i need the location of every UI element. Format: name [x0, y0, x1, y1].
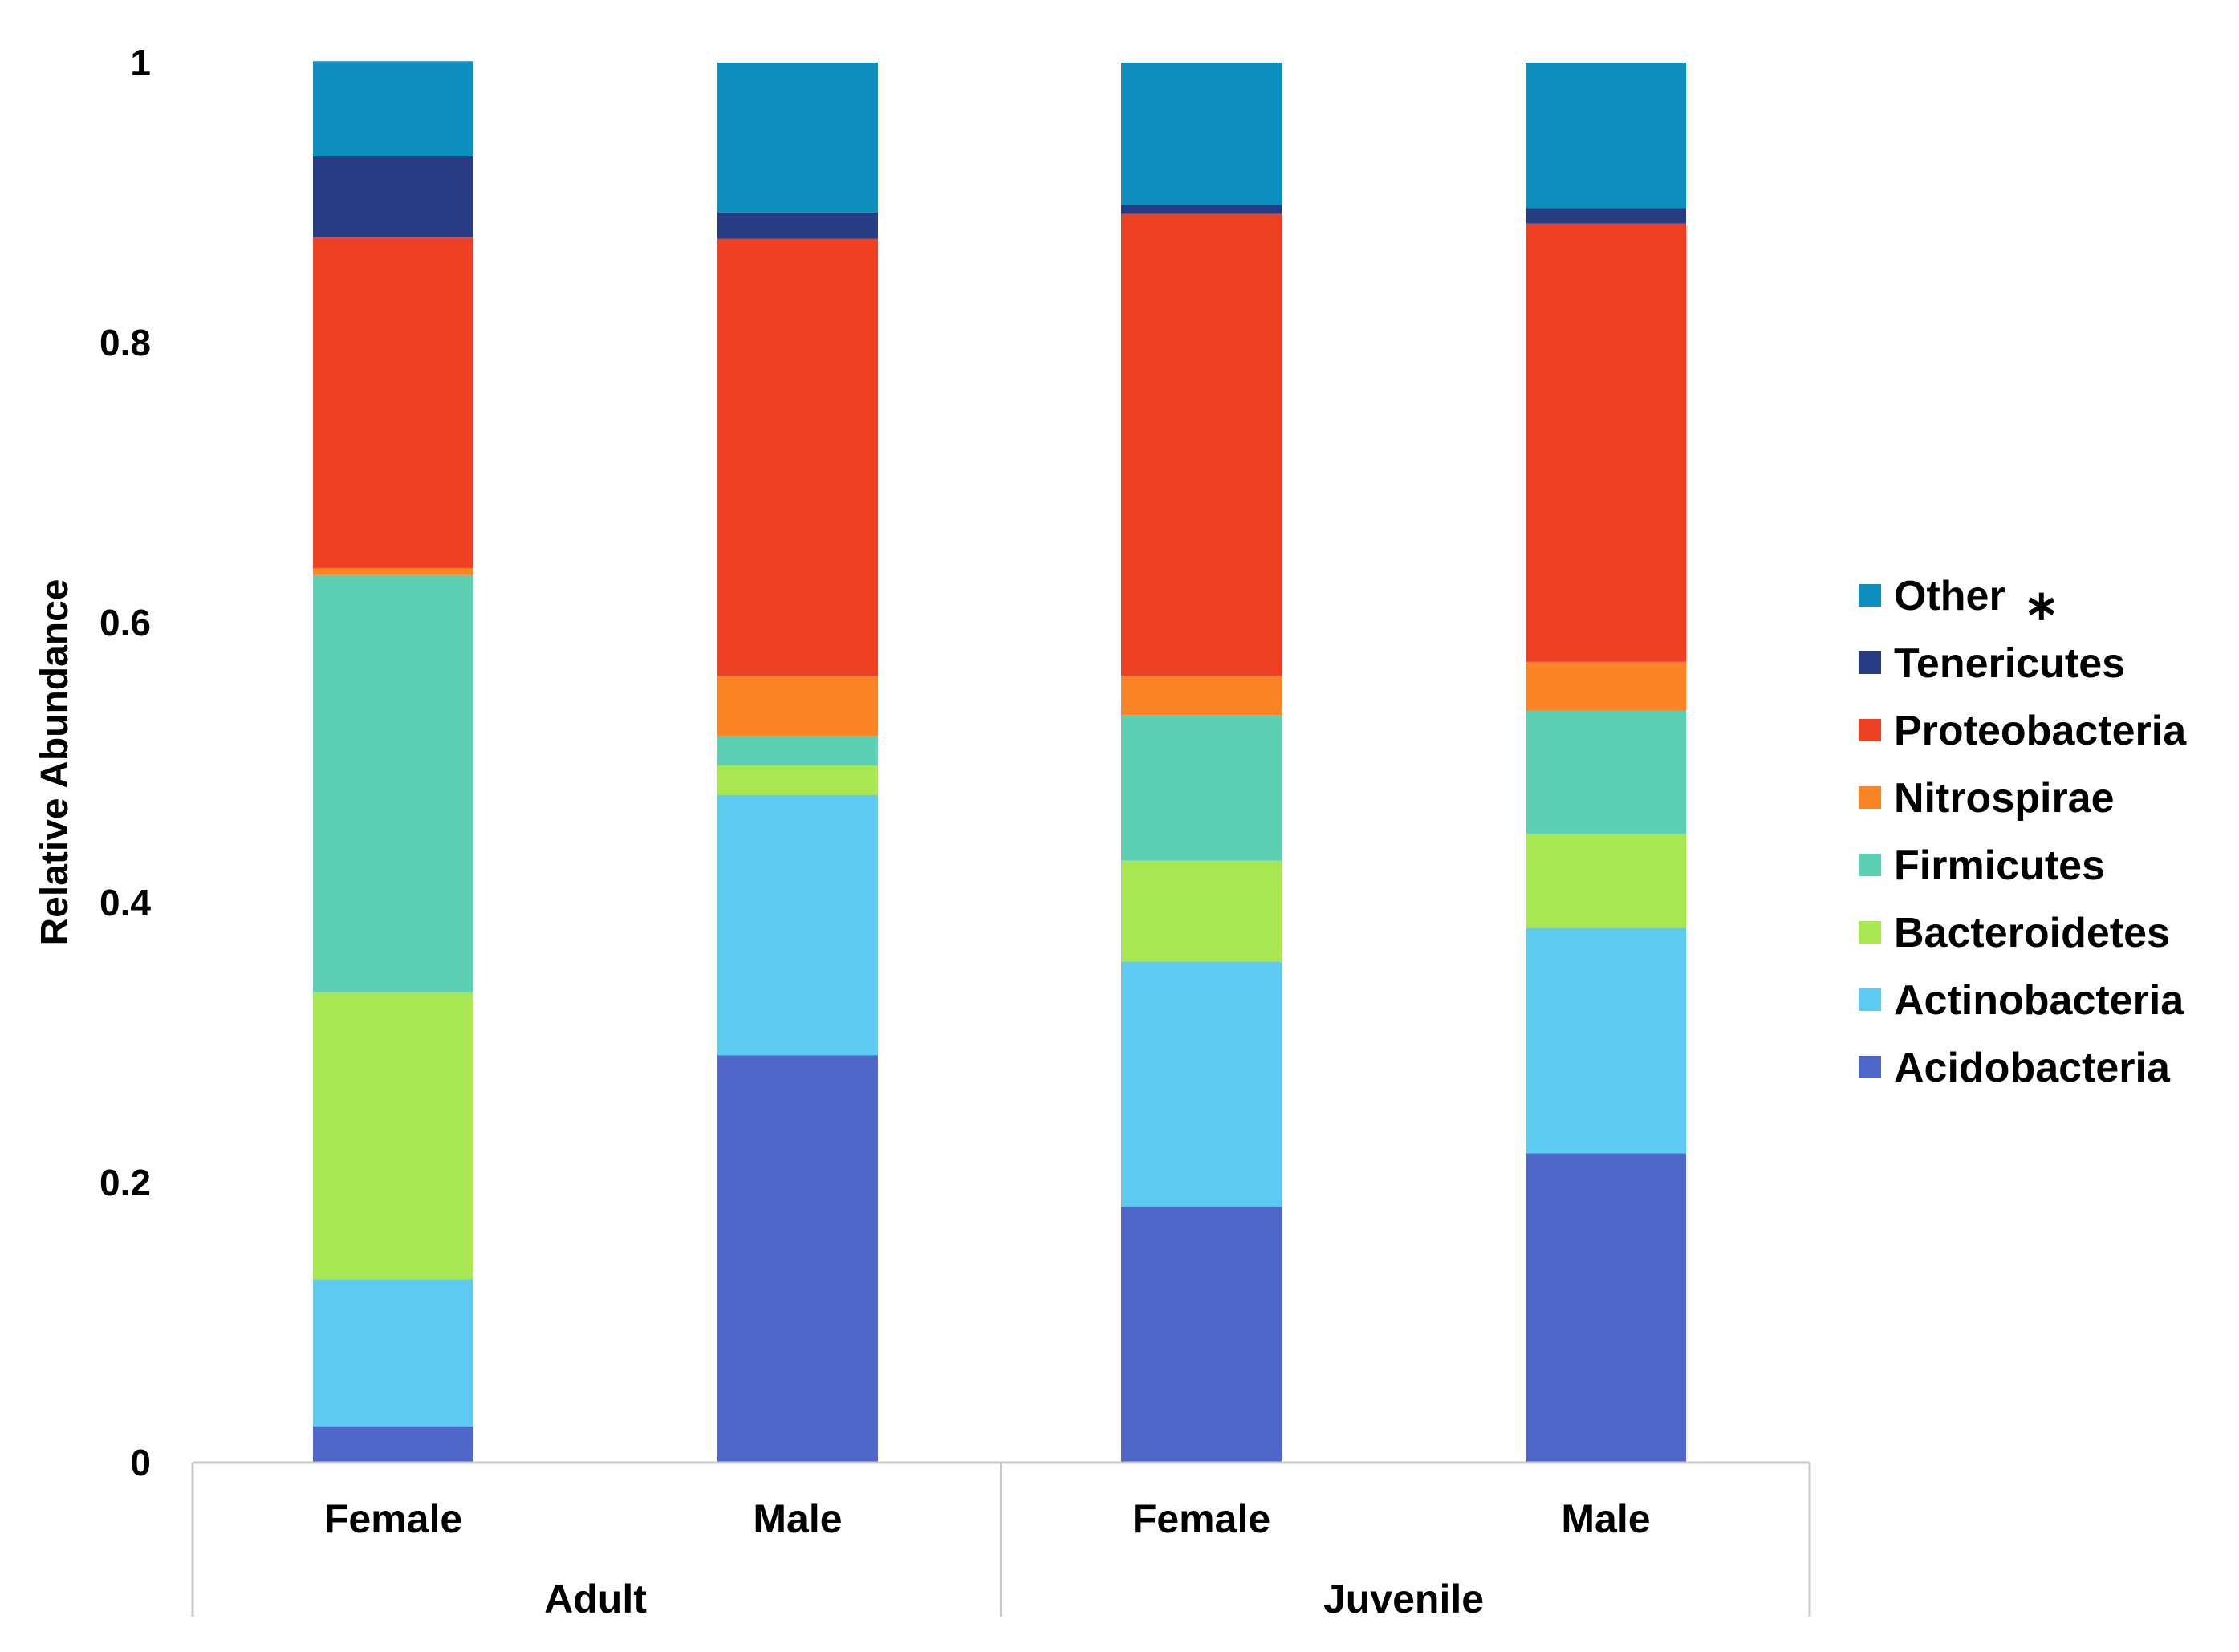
category-label-2: Male	[753, 1496, 842, 1541]
category-axis: Female Male Female Male Adult Juvenile	[191, 1461, 1811, 1622]
bar-segment-other-4	[1526, 63, 1686, 209]
bar-segment-bacteroidetes-1	[313, 992, 473, 1280]
asterisk-icon: ∗	[2024, 582, 2059, 629]
legend-label-bacteroidetes: Bacteroidetes	[1894, 910, 2170, 956]
group-label-adult: Adult	[544, 1577, 647, 1622]
bar-segment-nitrospirae-4	[1526, 661, 1686, 711]
bar-segment-acidobacteria-1	[313, 1426, 473, 1463]
legend-label-tenericutes: Tenericutes	[1894, 640, 2125, 687]
bar-segment-actinobacteria-1	[313, 1279, 473, 1427]
y-tick-label: 0.4	[100, 882, 151, 923]
bar-segment-firmicutes-4	[1526, 710, 1686, 834]
bar-segment-other-2	[717, 63, 878, 213]
bar-segment-actinobacteria-4	[1526, 927, 1686, 1154]
bar-segment-actinobacteria-2	[717, 794, 878, 1056]
legend-swatch-other	[1859, 584, 1881, 607]
legend-swatch-actinobacteria	[1859, 988, 1881, 1011]
y-axis-ticks: 0 0.2 0.4 0.6 0.8 1	[100, 42, 151, 1484]
legend-label-acidobacteria: Acidobacteria	[1894, 1045, 2171, 1091]
bar-segment-bacteroidetes-3	[1121, 860, 1282, 962]
y-tick-label: 0.8	[100, 322, 151, 363]
bar-segment-acidobacteria-4	[1526, 1153, 1686, 1463]
legend: Other ∗ Tenericutes Proteobacteria Nitrospir…	[1859, 573, 2187, 1091]
bar-segment-proteobacteria-2	[717, 238, 878, 676]
category-label-3: Female	[1132, 1496, 1270, 1541]
y-tick-label: 0	[130, 1442, 151, 1484]
bar-segment-tenericutes-3	[1121, 205, 1282, 214]
legend-swatch-tenericutes	[1859, 651, 1881, 674]
category-label-1: Female	[324, 1496, 462, 1541]
bar-segment-proteobacteria-3	[1121, 213, 1282, 676]
bar-segment-acidobacteria-3	[1121, 1206, 1282, 1463]
bar-segment-tenericutes-2	[717, 212, 878, 239]
legend-swatch-proteobacteria	[1859, 719, 1881, 741]
bar-segment-other-3	[1121, 63, 1282, 205]
bar-segment-actinobacteria-3	[1121, 961, 1282, 1207]
bar-segment-firmicutes-3	[1121, 715, 1282, 861]
bar-segment-other-1	[313, 61, 473, 156]
bar-segment-nitrospirae-1	[313, 567, 473, 575]
legend-swatch-nitrospirae	[1859, 786, 1881, 809]
bar-segment-bacteroidetes-4	[1526, 834, 1686, 928]
legend-label-other: Other	[1894, 573, 2005, 619]
bar-segment-proteobacteria-1	[313, 237, 473, 568]
legend-swatch-bacteroidetes	[1859, 921, 1881, 944]
y-axis-title: Relative Abundance	[34, 578, 76, 945]
bar-segment-acidobacteria-2	[717, 1055, 878, 1463]
y-tick-label: 0.6	[100, 602, 151, 643]
legend-swatch-firmicutes	[1859, 854, 1881, 876]
bar-segment-firmicutes-1	[313, 574, 473, 992]
bar-area	[313, 61, 1686, 1463]
legend-swatch-acidobacteria	[1859, 1056, 1881, 1078]
category-label-4: Male	[1561, 1496, 1650, 1541]
bar-segment-tenericutes-4	[1526, 208, 1686, 224]
legend-label-firmicutes: Firmicutes	[1894, 842, 2105, 889]
legend-label-nitrospirae: Nitrospirae	[1894, 775, 2115, 822]
legend-label-proteobacteria: Proteobacteria	[1894, 708, 2187, 754]
bar-segment-nitrospirae-3	[1121, 676, 1282, 716]
group-label-juvenile: Juvenile	[1323, 1577, 1484, 1622]
bar-segment-nitrospirae-2	[717, 676, 878, 737]
bar-segment-tenericutes-1	[313, 156, 473, 238]
legend-label-actinobacteria: Actinobacteria	[1894, 977, 2184, 1024]
y-tick-label: 1	[130, 42, 151, 83]
bar-segment-proteobacteria-4	[1526, 223, 1686, 662]
y-tick-label: 0.2	[100, 1162, 151, 1203]
bar-segment-bacteroidetes-2	[717, 765, 878, 795]
bar-segment-firmicutes-2	[717, 736, 878, 765]
